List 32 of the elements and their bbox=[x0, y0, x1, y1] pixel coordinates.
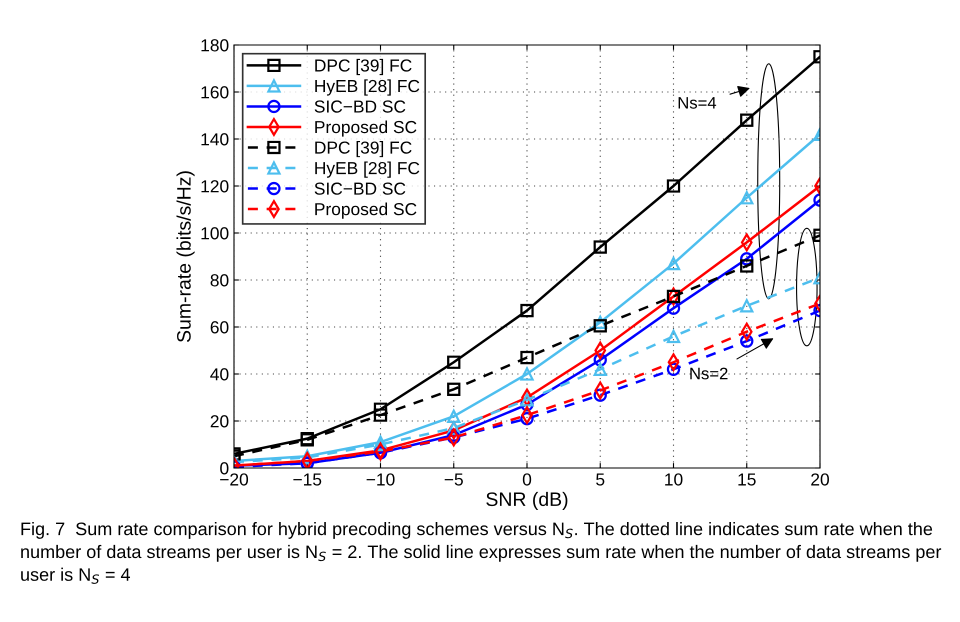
x-tick-label: 15 bbox=[738, 474, 756, 486]
x-tick-label: 0 bbox=[522, 473, 532, 486]
annotation: Ns=4 bbox=[678, 97, 716, 109]
x-tick-label: −15 bbox=[293, 474, 322, 486]
x-tick-label: 10 bbox=[665, 473, 682, 486]
y-tick-label: 160 bbox=[202, 86, 228, 98]
y-tick-label: 100 bbox=[202, 227, 228, 240]
x-tick-label: 5 bbox=[596, 474, 604, 486]
legend-label: Proposed SC bbox=[315, 202, 416, 219]
legend-label: HyEB [28] FC bbox=[315, 162, 420, 178]
y-tick-label: 180 bbox=[202, 39, 228, 52]
y-tick-label: 120 bbox=[202, 180, 228, 192]
legend-label: SIC−BD SC bbox=[314, 100, 406, 113]
text: Fig. 7 Sum rate comparison for hybrid precoding schemes versus N$_{S}$. The dotted line indicates sum rate when the number of data streams per user is N$_{S}$ = 2. The solid line expresses sum rate when the number of data streams per user is N$_{S}$ = 4 bbox=[21, 522, 942, 584]
legend-label: Proposed SC bbox=[315, 120, 416, 137]
x-tick-label: 20 bbox=[811, 473, 829, 486]
legend-label: DPC [39] FC bbox=[315, 58, 412, 76]
annotation: Ns=2 bbox=[690, 368, 728, 380]
y-axis-title: Sum-rate (bits/s/Hz) bbox=[176, 171, 195, 342]
y-tick-label: 40 bbox=[210, 368, 228, 380]
legend-label: HyEB [28] FC bbox=[315, 79, 420, 96]
y-tick-label: 20 bbox=[210, 415, 228, 428]
legend-label: SIC−BD SC bbox=[314, 182, 406, 195]
legend-label: DPC [39] FC bbox=[315, 140, 412, 158]
x-tick-label: −20 bbox=[220, 473, 248, 486]
y-tick-label: 140 bbox=[202, 133, 228, 146]
x-tick-label: −5 bbox=[444, 474, 463, 486]
y-tick-label: 60 bbox=[210, 321, 228, 334]
y-tick-label: 0 bbox=[220, 462, 228, 474]
y-tick-label: 80 bbox=[210, 274, 228, 286]
x-axis-title: SNR (dB) bbox=[486, 492, 568, 510]
x-tick-label: −10 bbox=[366, 473, 395, 486]
